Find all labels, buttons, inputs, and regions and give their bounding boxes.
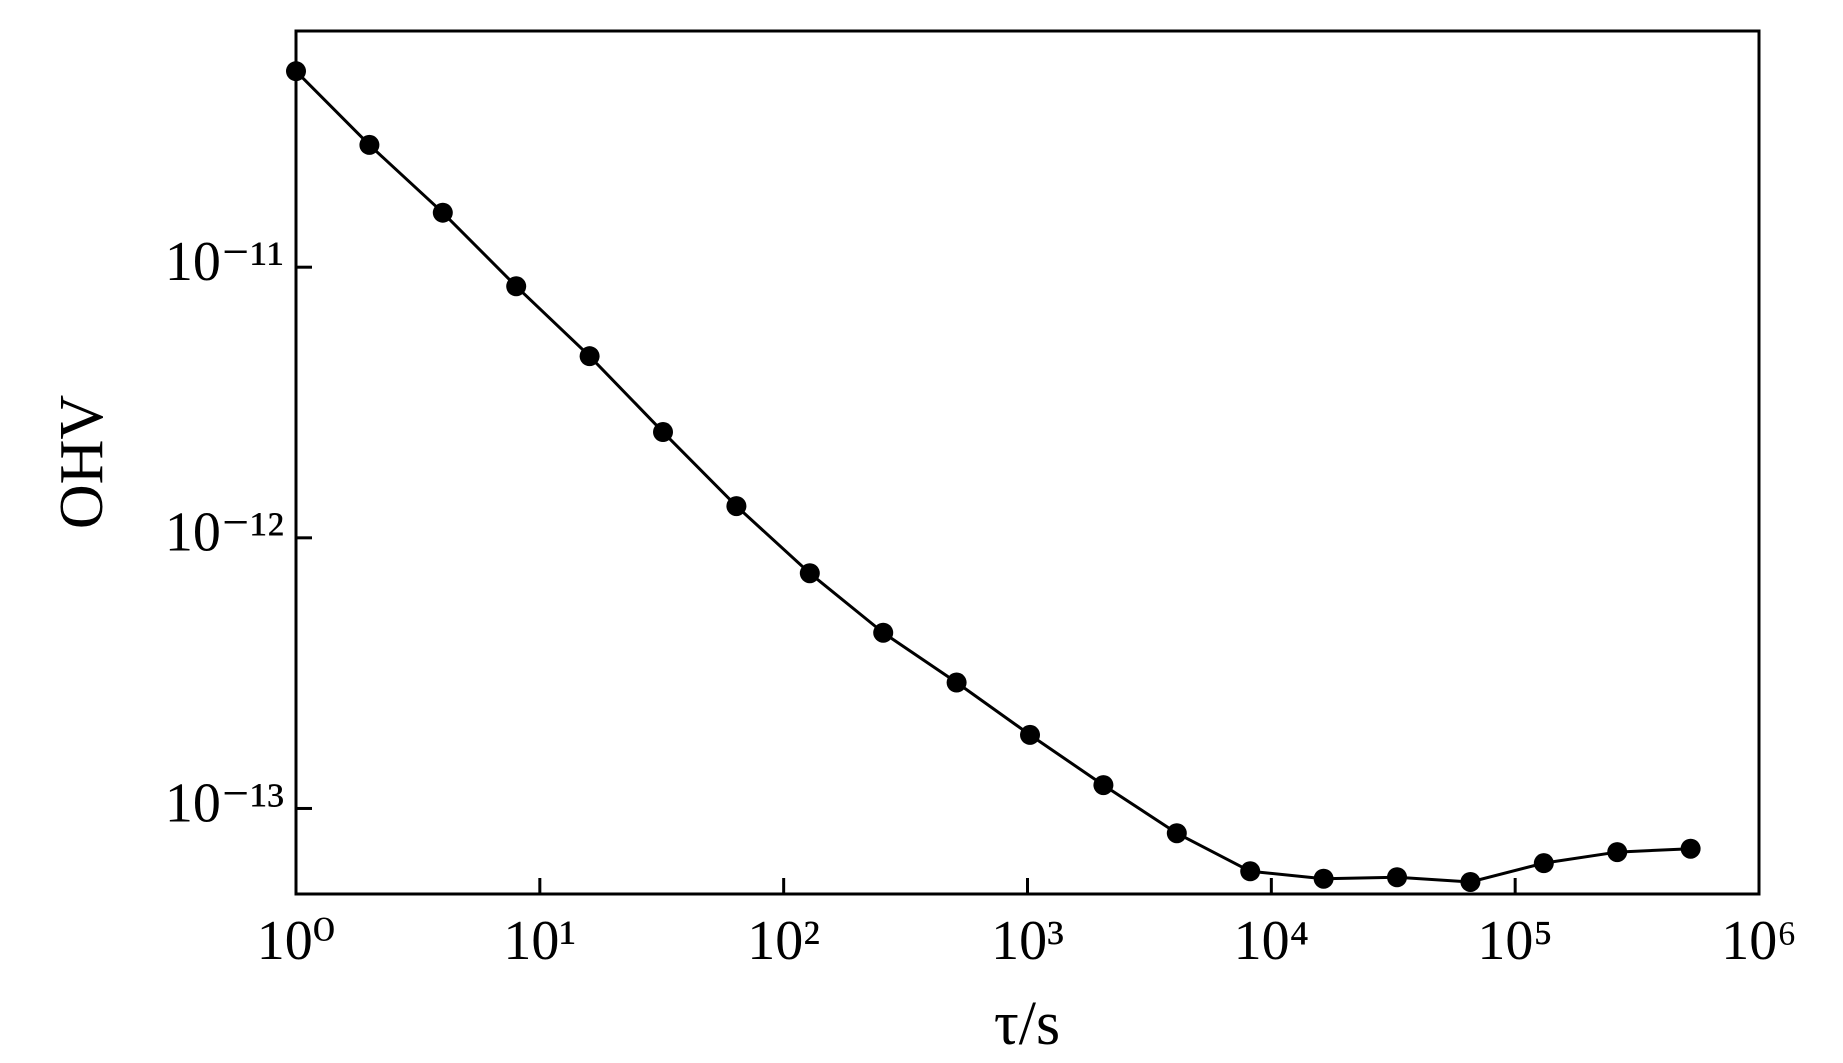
data-point [799, 563, 820, 584]
data-point [1020, 724, 1041, 745]
data-point [1460, 871, 1481, 892]
x-tick-label: 10⁰ [257, 910, 335, 972]
data-point [653, 422, 674, 443]
data-point [1093, 775, 1114, 796]
plot-frame [294, 29, 1761, 896]
data-point [726, 496, 747, 517]
x-tick-label: 10⁵ [1477, 910, 1553, 972]
x-tick-label: 10² [747, 910, 820, 972]
y-tick-label: 10⁻¹¹ [165, 231, 284, 293]
data-point [1313, 868, 1334, 889]
x-tick-label: 10⁶ [1721, 910, 1797, 972]
data-point [432, 202, 453, 223]
x-tick-label: 10⁴ [1234, 910, 1310, 972]
data-point [286, 61, 306, 82]
x-tick-label: 10³ [991, 910, 1064, 972]
data-point [359, 134, 380, 155]
data-line [294, 70, 1691, 884]
y-axis-label: OHV [48, 395, 116, 530]
data-point [579, 346, 600, 367]
data-point [873, 622, 894, 643]
y-tick-label: 10⁻¹³ [165, 772, 284, 834]
data-point [1533, 853, 1554, 874]
data-point [1680, 838, 1701, 859]
data-point [1166, 823, 1187, 844]
data-point [506, 276, 527, 297]
data-point [946, 672, 967, 693]
data-point [1240, 861, 1261, 882]
x-axis-label: τ/s [994, 990, 1060, 1058]
data-point [1607, 842, 1628, 863]
x-tick-label: 10¹ [503, 910, 576, 972]
data-point [1387, 867, 1408, 888]
y-tick-label: 10⁻¹² [165, 502, 284, 564]
